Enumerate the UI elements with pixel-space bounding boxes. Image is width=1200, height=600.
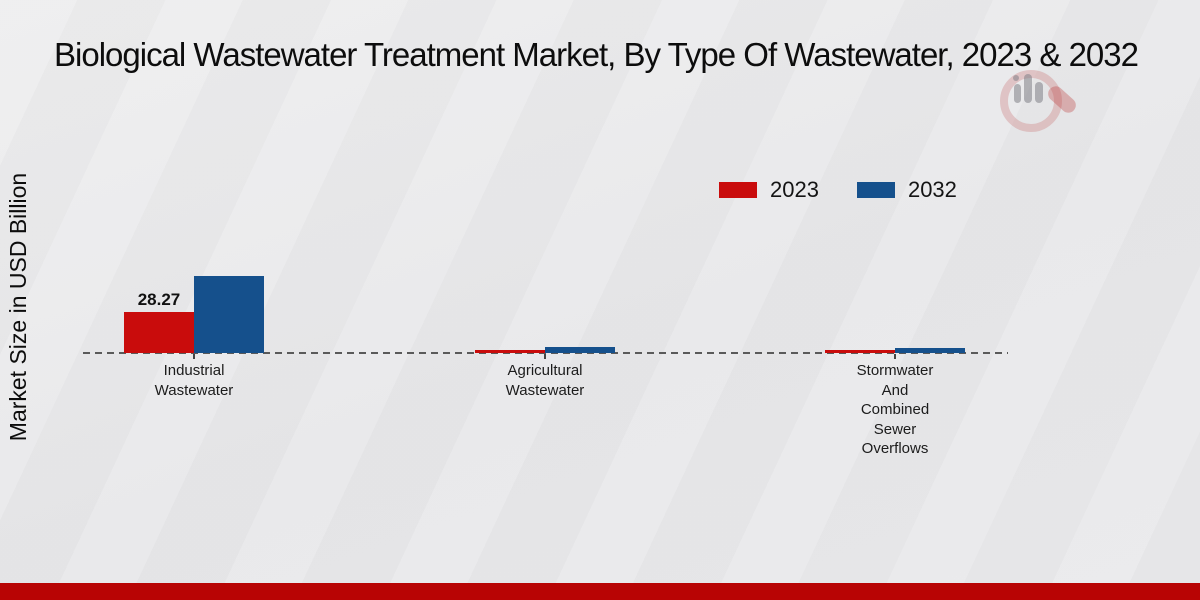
legend-item-2023: 2023 xyxy=(719,177,819,203)
bar-value-label: 28.27 xyxy=(137,290,181,309)
legend-label-2032: 2032 xyxy=(907,177,957,202)
x-axis-baseline xyxy=(83,352,1008,354)
category-label-industrial-wastewater: Industrial Wastewater xyxy=(154,362,234,399)
legend-label-2023: 2023 xyxy=(770,177,819,202)
legend-swatch-2032-icon xyxy=(856,182,895,198)
category-label-agricultural-wastewater: Agricultural Wastewater xyxy=(505,362,585,399)
legend: 2023 2032 xyxy=(719,177,995,203)
x-axis-tick xyxy=(894,354,896,359)
footer-accent-bar xyxy=(0,583,1200,600)
legend-item-2032: 2032 xyxy=(856,177,957,203)
bar-2023-stormwater-and-combined-sewer-overflows xyxy=(825,350,895,353)
bar-2032-stormwater-and-combined-sewer-overflows xyxy=(895,348,965,353)
bar-2023-industrial-wastewater xyxy=(124,312,194,353)
x-axis-tick xyxy=(544,354,546,359)
legend-swatch-2023-icon xyxy=(719,182,757,198)
category-label-stormwater-and-combined-sewer-overflows: Stormwater And Combined Sewer Overflows xyxy=(856,362,934,457)
bar-2023-agricultural-wastewater xyxy=(475,349,545,353)
bar-2032-industrial-wastewater xyxy=(194,276,264,353)
bar-2032-agricultural-wastewater xyxy=(545,346,615,353)
chart-title: Biological Wastewater Treatment Market, … xyxy=(54,36,1139,73)
x-axis-tick xyxy=(193,354,195,359)
